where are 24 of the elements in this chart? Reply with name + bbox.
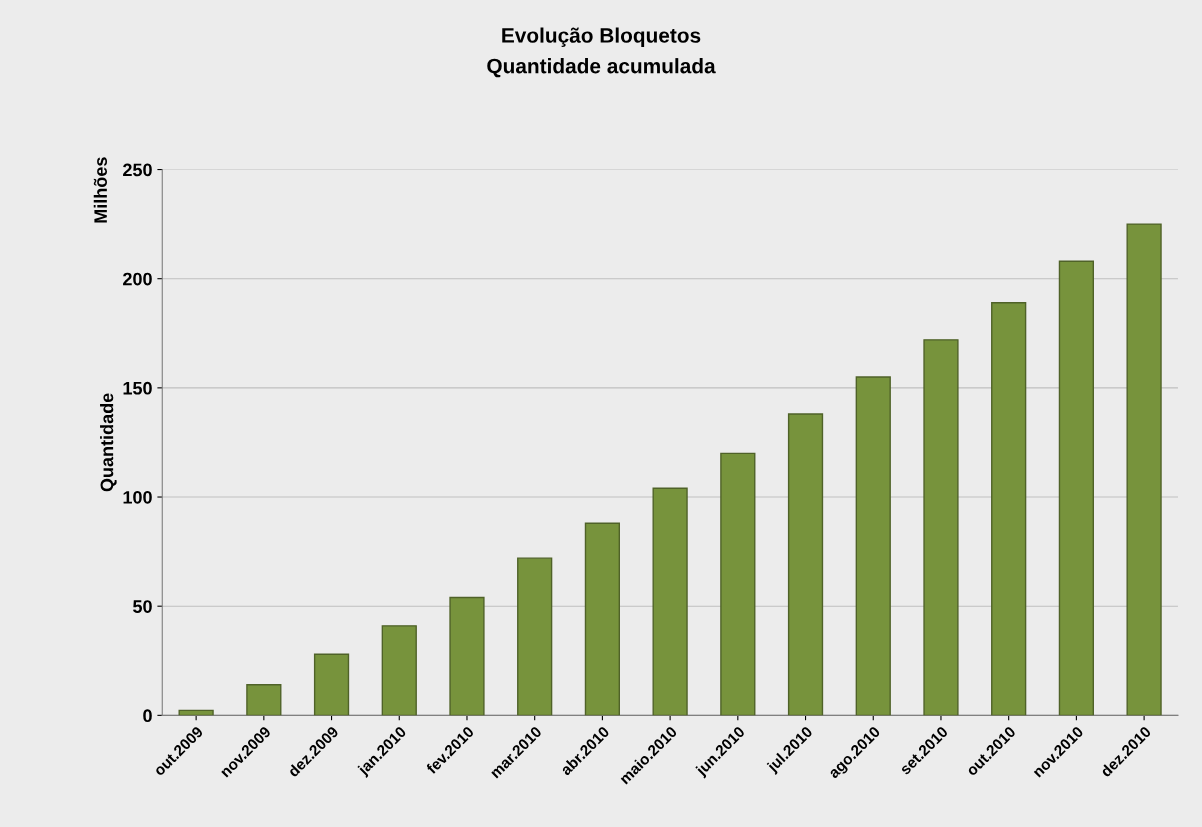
bar [923, 339, 959, 716]
bar [652, 487, 688, 716]
bar [449, 596, 485, 716]
bar [991, 302, 1027, 716]
y-tick-label: 50 [133, 600, 152, 613]
y-tick-label: 100 [123, 490, 152, 504]
y-axis-title: Quantidade [100, 393, 117, 492]
bar [1058, 260, 1095, 716]
bar [246, 684, 282, 716]
text: Milhões [93, 157, 108, 223]
bar [855, 376, 891, 716]
chart-title: Evolução Bloquetos [502, 27, 701, 47]
bar [787, 413, 824, 716]
bar [313, 653, 350, 716]
bar [381, 625, 417, 716]
chart-subtitle: Quantidade acumulada [487, 58, 716, 78]
bar [517, 557, 553, 716]
bar [720, 452, 756, 716]
y-tick-label: 150 [123, 381, 152, 395]
y-tick-label: 0 [143, 709, 152, 723]
y-tick-label: 250 [123, 163, 152, 177]
bar [1126, 223, 1162, 716]
y-tick-label: 200 [123, 272, 152, 286]
bar [584, 522, 621, 716]
